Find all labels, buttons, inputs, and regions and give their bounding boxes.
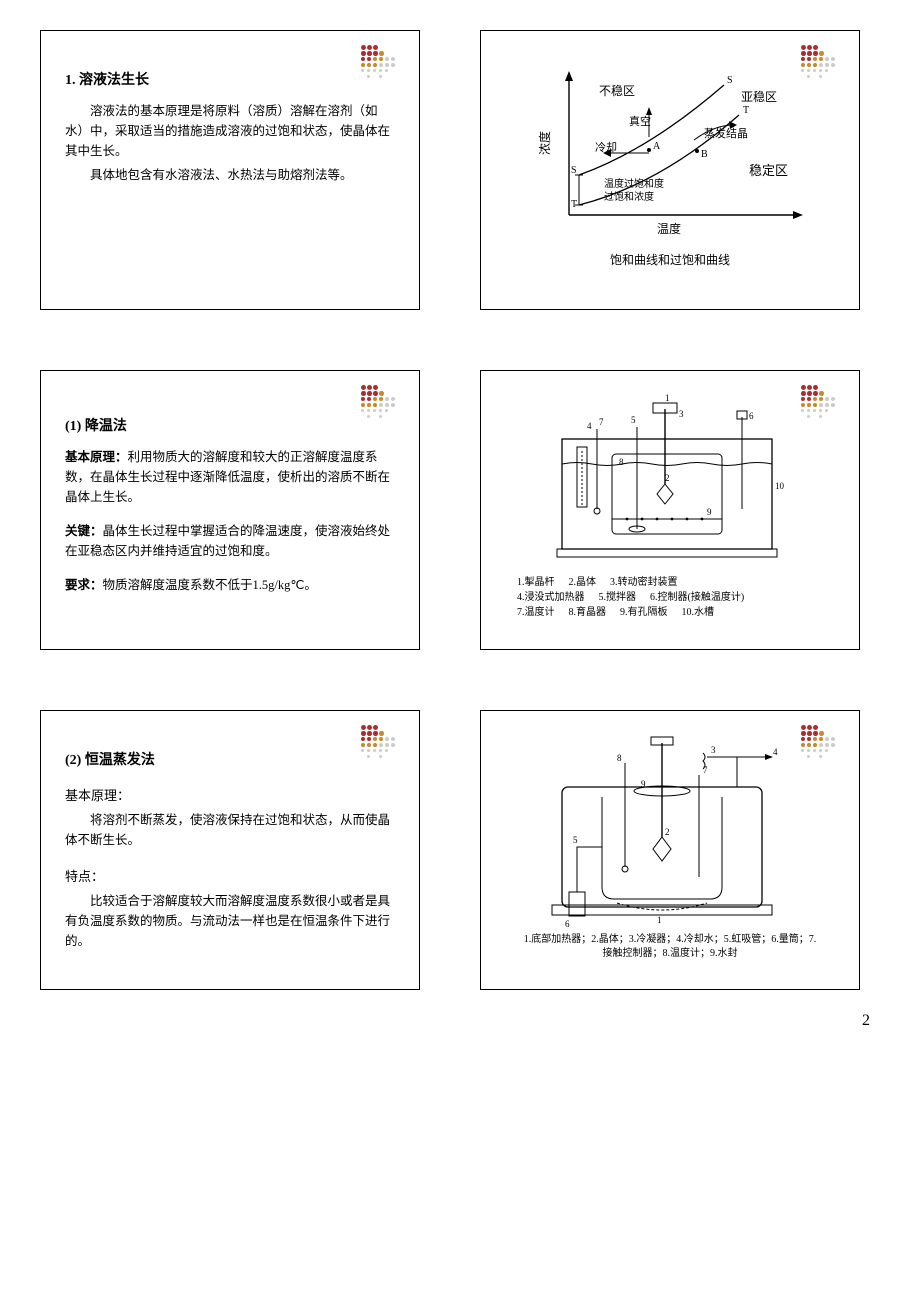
svg-text:过饱和浓度: 过饱和浓度 [604,190,654,203]
svg-text:浓度: 浓度 [537,131,552,155]
page-number: 2 [862,1012,870,1030]
saturation-curve-diagram: S T S T 不稳区 亚稳区 稳定区 真空 蒸发结晶 冷却 [509,55,829,245]
cooling-apparatus-diagram: 4 7 5 1 3 2 6 8 9 10 [507,389,827,569]
svg-text:7: 7 [599,417,604,427]
slide3-p2: 关键：晶体生长过程中掌握适合的降温速度，使溶液始终处在亚稳态区内并维持适宜的过饱… [65,521,395,561]
svg-text:稳定区: 稳定区 [749,163,788,178]
evaporation-apparatus-diagram: 1 2 3 4 5 6 7 8 9 [507,727,827,927]
svg-text:真空: 真空 [629,114,651,128]
svg-text:1: 1 [665,393,670,403]
svg-text:4: 4 [587,421,592,431]
svg-text:6: 6 [749,411,754,421]
slide3-p3: 要求：物质溶解度温度系数不低于1.5g/kg℃。 [65,575,395,595]
svg-text:8: 8 [617,753,622,763]
svg-text:1: 1 [657,915,662,925]
slide4-labels: 1.掣晶杆2.晶体3.转动密封装置 4.浸没式加热器5.搅拌器6.控制器(接触温… [499,575,841,620]
svg-text:3: 3 [679,409,684,419]
slide3-title: (1) 降温法 [65,415,395,435]
svg-text:7: 7 [703,765,708,775]
svg-text:9: 9 [641,779,646,789]
svg-text:2: 2 [665,827,670,837]
logo-icon [801,725,841,761]
svg-text:亚稳区: 亚稳区 [741,89,777,104]
logo-icon [801,45,841,81]
svg-text:冷却: 冷却 [595,141,617,154]
svg-text:6: 6 [565,919,570,927]
svg-text:10: 10 [775,481,785,491]
svg-text:温度: 温度 [657,221,681,236]
slide-5: (2) 恒温蒸发法 基本原理： 将溶剂不断蒸发，使溶液保持在过饱和状态，从而使晶… [40,710,420,990]
slide-4: 4 7 5 1 3 2 6 8 9 10 1.掣晶杆2.晶体3.转动密封装置 4… [480,370,860,650]
logo-icon [361,385,401,421]
slide5-p1-label: 基本原理： [65,785,395,804]
svg-text:B: B [701,149,708,160]
svg-text:T: T [743,105,749,116]
slide-1: 1. 溶液法生长 溶液法的基本原理是将原料（溶质）溶解在溶剂（如水）中，采取适当… [40,30,420,310]
svg-text:2: 2 [665,473,670,483]
svg-text:不稳区: 不稳区 [599,83,635,98]
slide1-p2: 具体地包含有水溶液法、水热法与助熔剂法等。 [65,165,395,185]
svg-text:4: 4 [773,747,778,757]
svg-text:A: A [653,141,661,152]
slide3-p1: 基本原理：利用物质大的溶解度和较大的正溶解度温度系数，在晶体生长过程中逐渐降低温… [65,447,395,507]
svg-text:5: 5 [573,835,578,845]
svg-text:5: 5 [631,415,636,425]
svg-text:3: 3 [711,745,716,755]
slide-2: S T S T 不稳区 亚稳区 稳定区 真空 蒸发结晶 冷却 [480,30,860,310]
slide1-p1: 溶液法的基本原理是将原料（溶质）溶解在溶剂（如水）中，采取适当的措施造成溶液的过… [65,101,395,161]
logo-icon [801,385,841,421]
slide1-title: 1. 溶液法生长 [65,69,395,89]
svg-text:蒸发结晶: 蒸发结晶 [704,126,748,140]
svg-text:S: S [571,165,577,176]
svg-text:温度过饱和度: 温度过饱和度 [604,177,664,190]
svg-text:9: 9 [707,507,712,517]
slide-3: (1) 降温法 基本原理：利用物质大的溶解度和较大的正溶解度温度系数，在晶体生长… [40,370,420,650]
slide5-title: (2) 恒温蒸发法 [65,749,395,769]
slide5-p2: 比较适合于溶解度较大而溶解度温度系数很小或者是具有负温度系数的物质。与流动法一样… [65,891,395,951]
slide6-caption: 1.底部加热器；2.晶体；3.冷凝器；4.冷却水；5.虹吸管；6.量筒；7.接触… [499,933,841,961]
slide5-p2-label: 特点： [65,866,395,885]
svg-text:8: 8 [619,457,624,467]
logo-icon [361,725,401,761]
logo-icon [361,45,401,81]
svg-text:S: S [727,75,733,86]
slide5-p1: 将溶剂不断蒸发，使溶液保持在过饱和状态，从而使晶体不断生长。 [65,810,395,850]
slide-6: 1 2 3 4 5 6 7 8 9 1.底部加热器；2.晶体；3.冷凝器；4.冷… [480,710,860,990]
slide2-caption: 饱和曲线和过饱和曲线 [499,251,841,268]
